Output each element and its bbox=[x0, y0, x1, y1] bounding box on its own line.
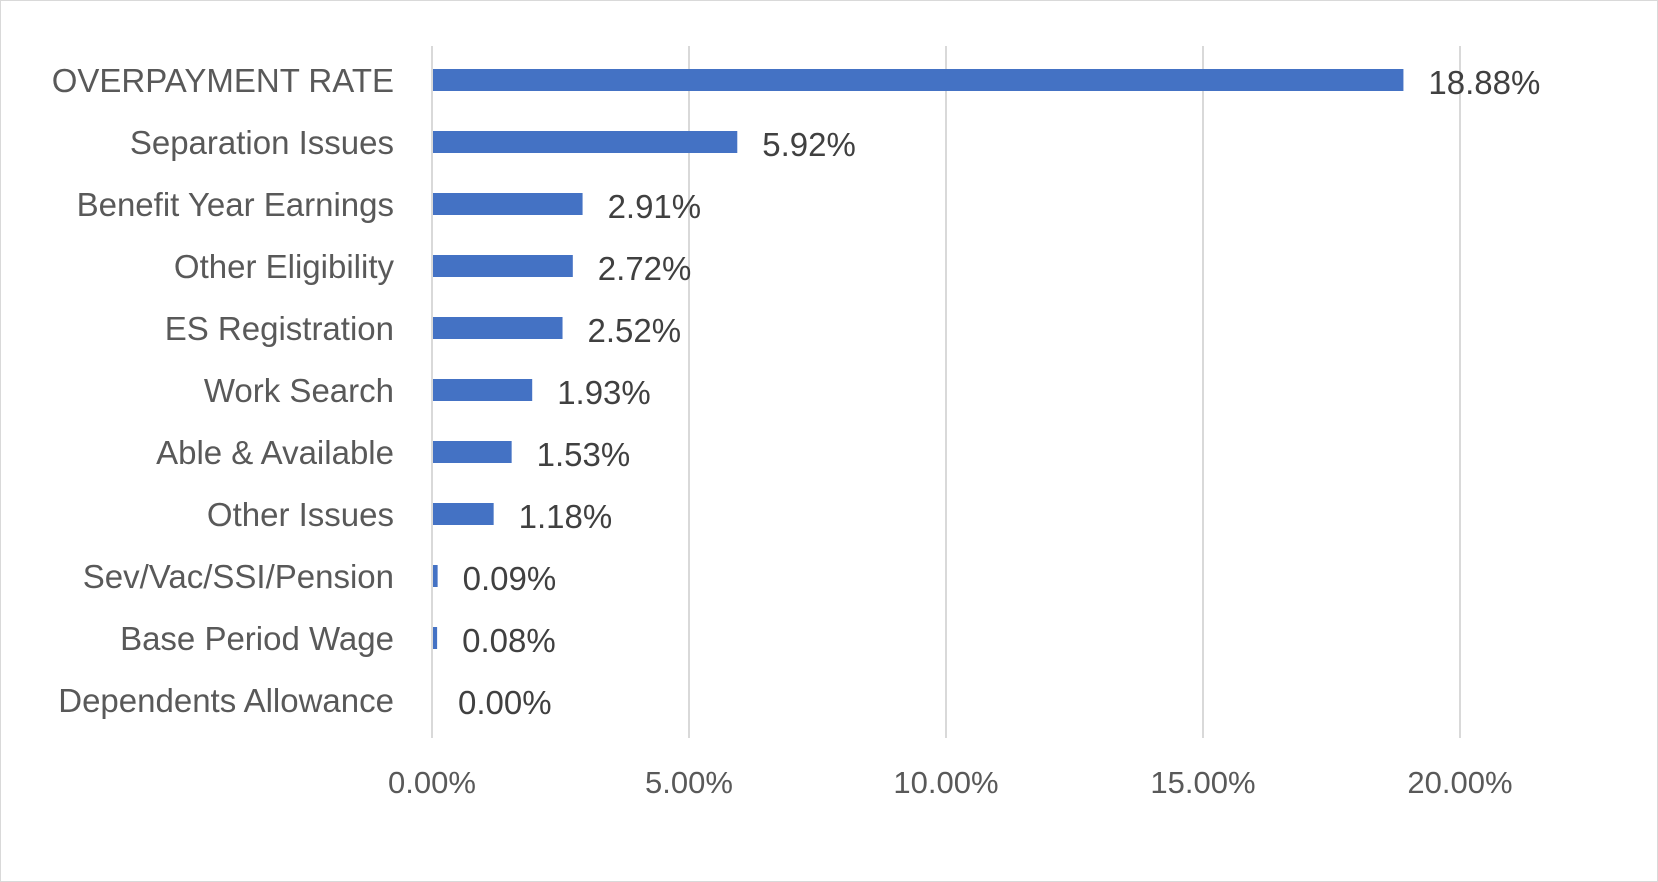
x-tick-label: 5.00% bbox=[645, 765, 733, 800]
data-label: 0.00% bbox=[458, 684, 552, 721]
data-label: 1.93% bbox=[557, 374, 651, 411]
data-labels: 18.88% 5.92% 2.91% 2.72% 2.52% 1.93% 1.53% 1.18… bbox=[458, 64, 1540, 721]
x-tick-label: 15.00% bbox=[1150, 765, 1255, 800]
bar bbox=[433, 565, 438, 587]
bar bbox=[433, 255, 573, 277]
bars bbox=[433, 69, 1404, 649]
data-label: 0.08% bbox=[462, 622, 556, 659]
category-labels: OVERPAYMENT RATE Separation Issues Benefit… bbox=[52, 62, 395, 719]
x-tick-label: 10.00% bbox=[893, 765, 998, 800]
category-label: OVERPAYMENT RATE bbox=[52, 62, 394, 99]
data-label: 5.92% bbox=[762, 126, 856, 163]
category-label: Separation Issues bbox=[130, 124, 394, 161]
bar bbox=[433, 193, 583, 215]
gridlines bbox=[431, 46, 1461, 738]
x-axis-tick-labels: 0.00% 5.00% 10.00% 15.00% 20.00% bbox=[388, 765, 1513, 800]
bar bbox=[433, 317, 563, 339]
bar bbox=[433, 441, 512, 463]
category-label: Other Eligibility bbox=[174, 248, 395, 285]
x-tick-label: 20.00% bbox=[1407, 765, 1512, 800]
bar bbox=[433, 503, 494, 525]
category-label: Sev/Vac/SSI/Pension bbox=[83, 558, 394, 595]
x-tick-label: 0.00% bbox=[388, 765, 476, 800]
category-label: Dependents Allowance bbox=[58, 682, 394, 719]
category-label: Work Search bbox=[204, 372, 394, 409]
data-label: 2.52% bbox=[588, 312, 682, 349]
category-label: Able & Available bbox=[156, 434, 394, 471]
data-label: 1.53% bbox=[537, 436, 631, 473]
bar bbox=[433, 131, 738, 153]
category-label: Base Period Wage bbox=[120, 620, 394, 657]
category-label: Other Issues bbox=[207, 496, 394, 533]
data-label: 18.88% bbox=[1428, 64, 1540, 101]
bar bbox=[433, 379, 533, 401]
category-label: Benefit Year Earnings bbox=[77, 186, 394, 223]
bar bbox=[433, 627, 438, 649]
category-label: ES Registration bbox=[165, 310, 394, 347]
bar bbox=[433, 69, 1404, 91]
data-label: 1.18% bbox=[519, 498, 613, 535]
data-label: 2.91% bbox=[608, 188, 702, 225]
data-label: 2.72% bbox=[598, 250, 692, 287]
data-label: 0.09% bbox=[463, 560, 557, 597]
